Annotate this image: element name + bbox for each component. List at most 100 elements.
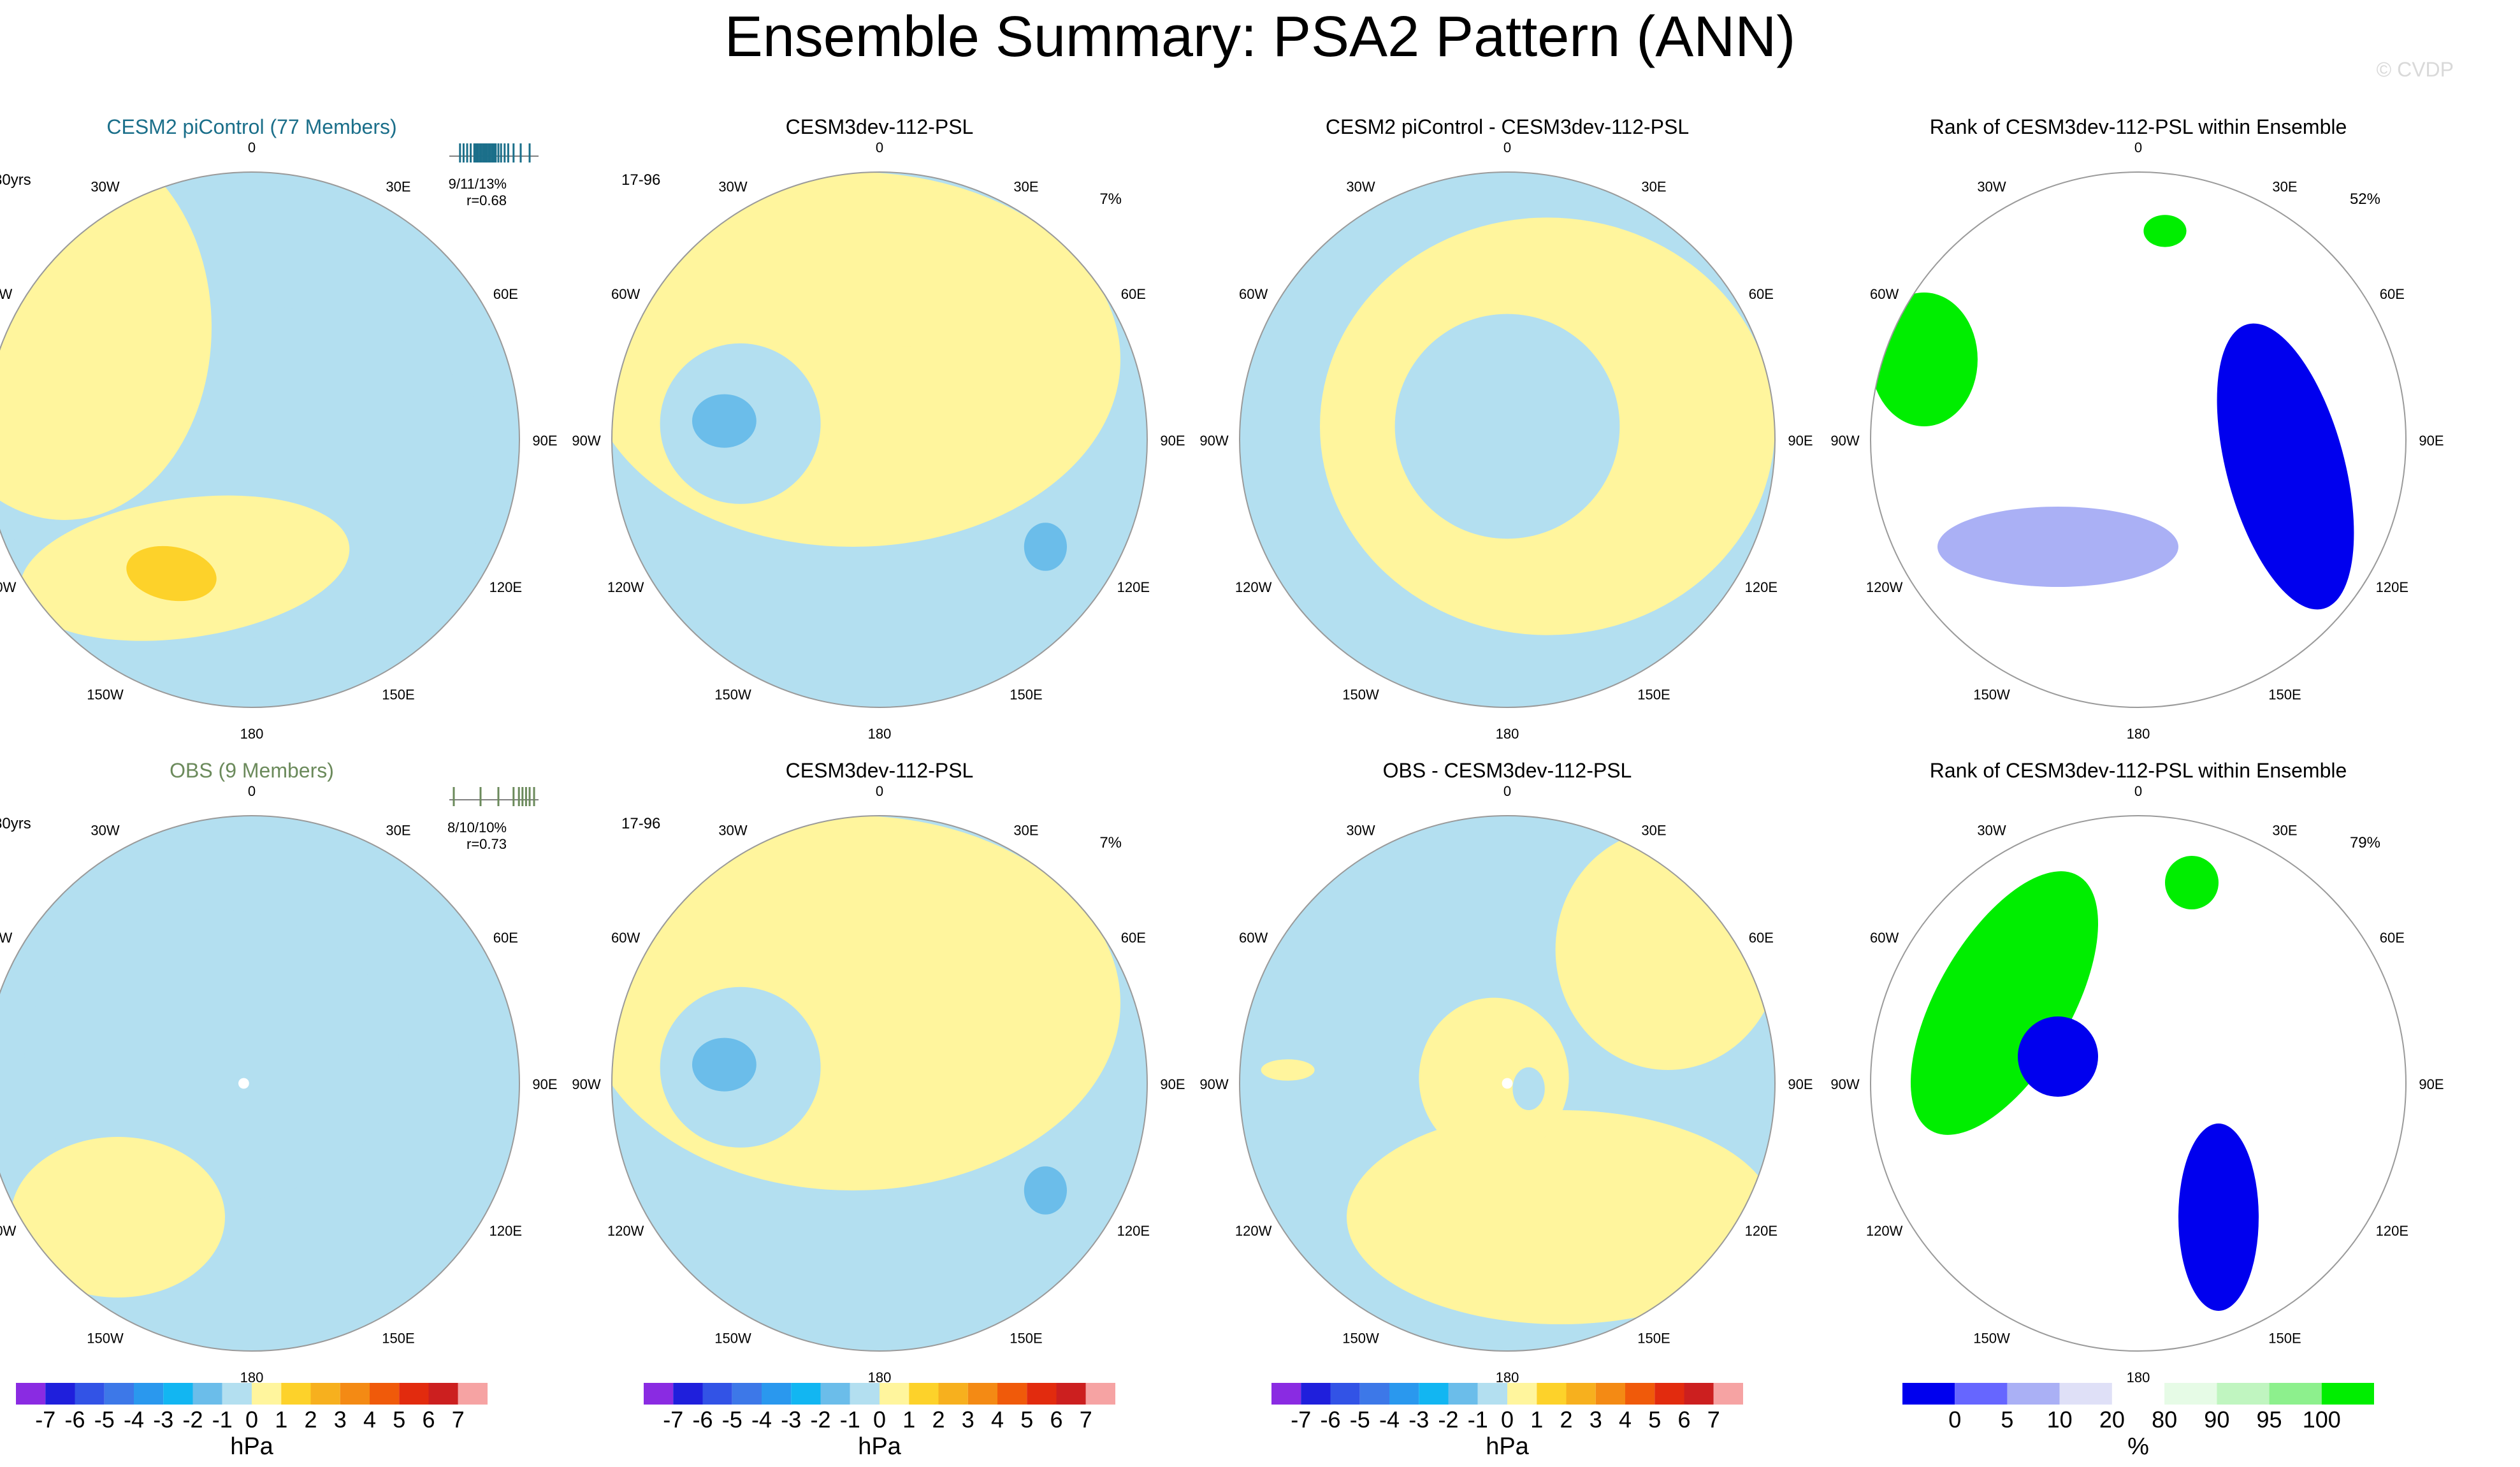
panel-title: CESM2 piControl - CESM3dev-112-PSL: [1326, 115, 1689, 138]
field-regions: [0, 172, 501, 641]
longitude-label: 30E: [2272, 823, 2297, 839]
longitude-label: 90E: [2419, 433, 2444, 449]
longitude-label: 30W: [1977, 179, 2006, 195]
stat-label: 8/10/10%: [447, 820, 507, 835]
longitude-label: 150W: [1973, 1330, 2010, 1346]
map-panel: 0 30E 60E 90E 120E 150E 180 150W 120W 90W 60W 30W Ra…: [1830, 759, 2444, 1460]
colorbar-unit: hPa: [230, 1433, 273, 1460]
longitude-label: 30W: [718, 179, 747, 195]
colorbar-tick-label: 3: [962, 1406, 974, 1433]
colorbar-swatch: [163, 1383, 193, 1405]
longitude-label: 60W: [1239, 286, 1268, 302]
colorbar-swatch: [880, 1383, 909, 1405]
correlation-label: r=0.73: [467, 836, 507, 852]
field-region: [1347, 1110, 1775, 1324]
colorbar-swatch: [222, 1383, 252, 1405]
colorbar-swatch: [1419, 1383, 1449, 1405]
field-region: [1937, 507, 2178, 587]
map-boundary: [0, 815, 520, 1352]
colorbar-tick-label: 10: [2047, 1406, 2073, 1433]
percent-label: 52%: [2350, 191, 2380, 208]
longitude-label: 0: [876, 783, 883, 799]
map-panel: 0 30E 60E 90E 120E 150E 180 150W 120W 90W 60W 30W Ra…: [1830, 115, 2444, 742]
colorbar-tick-label: 0: [245, 1406, 258, 1433]
colorbar-swatch: [2217, 1383, 2270, 1405]
colorbar-tick-label: -4: [751, 1406, 772, 1433]
longitude-label: 90E: [1160, 1076, 1185, 1092]
colorbar-unit: hPa: [858, 1433, 901, 1460]
colorbar-tick-label: 90: [2204, 1406, 2229, 1433]
colorbar-swatch: [340, 1383, 370, 1405]
colorbar-tick-label: 5: [2001, 1406, 2013, 1433]
percent-label: 7%: [1099, 834, 1122, 851]
longitude-label: 60W: [611, 930, 640, 946]
colorbar-swatch: [1955, 1383, 2008, 1405]
years-label: 80yrs: [0, 815, 31, 832]
longitude-label: 180: [1496, 726, 1519, 742]
longitude-label: 150W: [1342, 1330, 1379, 1346]
colorbar-swatch: [1056, 1383, 1086, 1405]
colorbar-tick-label: -2: [182, 1406, 203, 1433]
field-region: [1512, 1067, 1545, 1110]
colorbar-swatch: [2111, 1383, 2165, 1405]
colorbar-swatch: [399, 1383, 429, 1405]
field-region: [826, 990, 987, 1177]
colorbar-swatch: [281, 1383, 311, 1405]
field-region: [1024, 1166, 1067, 1215]
map-boundary: [1239, 171, 1776, 708]
colorbar-swatch: [1625, 1383, 1655, 1405]
colorbar-tick-label: 6: [1677, 1406, 1690, 1433]
longitude-label: 90W: [1830, 1076, 1859, 1092]
colorbar-swatch: [75, 1383, 105, 1405]
colorbar-tick-label: 80: [2152, 1406, 2177, 1433]
colorbar-tick-label: 6: [422, 1406, 435, 1433]
colorbar-tick-label: 5: [1020, 1406, 1033, 1433]
colorbar-tick-label: 2: [1560, 1406, 1572, 1433]
colorbar-swatch: [820, 1383, 850, 1405]
longitude-label: 60W: [0, 286, 12, 302]
years-label: 17-96: [621, 171, 660, 189]
map-boundary: [1870, 815, 2407, 1352]
longitude-label: 30E: [1013, 179, 1038, 195]
longitude-label: 120W: [1235, 1223, 1272, 1239]
longitude-label: 180: [240, 726, 264, 742]
colorbar-tick-label: 2: [304, 1406, 317, 1433]
longitude-label: 150E: [1010, 1330, 1042, 1346]
colorbar-swatch: [1655, 1383, 1684, 1405]
colorbar-tick-label: -3: [153, 1406, 173, 1433]
longitude-label: 90E: [1788, 1076, 1813, 1092]
colorbar-swatch: [1448, 1383, 1478, 1405]
colorbar: -7 -6 -5 -4 -3 -2 -1 0 1 2 3 4 5 6 7 hPa: [16, 1383, 488, 1460]
field-region: [1419, 997, 1569, 1159]
figure-title: Ensemble Summary: PSA2 Pattern (ANN): [725, 5, 1796, 69]
colorbar-swatch: [310, 1383, 340, 1405]
field-regions: [1871, 215, 2354, 610]
colorbar-swatch: [909, 1383, 939, 1405]
colorbar-swatch: [997, 1383, 1027, 1405]
colorbar-swatch: [428, 1383, 458, 1405]
colorbar-tick-label: 7: [452, 1406, 465, 1433]
longitude-label: 120E: [1117, 579, 1150, 595]
colorbar-swatch: [732, 1383, 762, 1405]
colorbar-tick-label: -5: [722, 1406, 742, 1433]
colorbar-tick-label: 3: [1589, 1406, 1602, 1433]
longitude-label: 120E: [2376, 1223, 2408, 1239]
field-regions: [1261, 829, 1775, 1324]
field-region: [826, 346, 987, 533]
colorbar-tick-label: -6: [1320, 1406, 1340, 1433]
map-panel: 0 30E 60E 90E 120E 150E 180 150W 120W 90W 60W 30W OB…: [1199, 759, 1813, 1460]
field-region: [2178, 1124, 2259, 1311]
longitude-label: 120E: [489, 1223, 522, 1239]
longitude-label: 150E: [382, 686, 414, 702]
longitude-label: 30E: [386, 823, 410, 839]
longitude-label: 180: [2127, 1369, 2150, 1385]
colorbar-swatch: [45, 1383, 75, 1405]
colorbar-tick-label: 95: [2257, 1406, 2282, 1433]
colorbar-tick-label: 100: [2303, 1406, 2341, 1433]
longitude-label: 60E: [493, 286, 518, 302]
panel-title: CESM3dev-112-PSL: [786, 759, 974, 782]
map-panel: 0 30E 60E 90E 120E 150E 180 150W 120W 90W 60W 30W CE…: [572, 759, 1185, 1460]
longitude-label: 150W: [714, 686, 751, 702]
longitude-label: 0: [876, 140, 883, 155]
longitude-label: 60E: [2380, 930, 2405, 946]
